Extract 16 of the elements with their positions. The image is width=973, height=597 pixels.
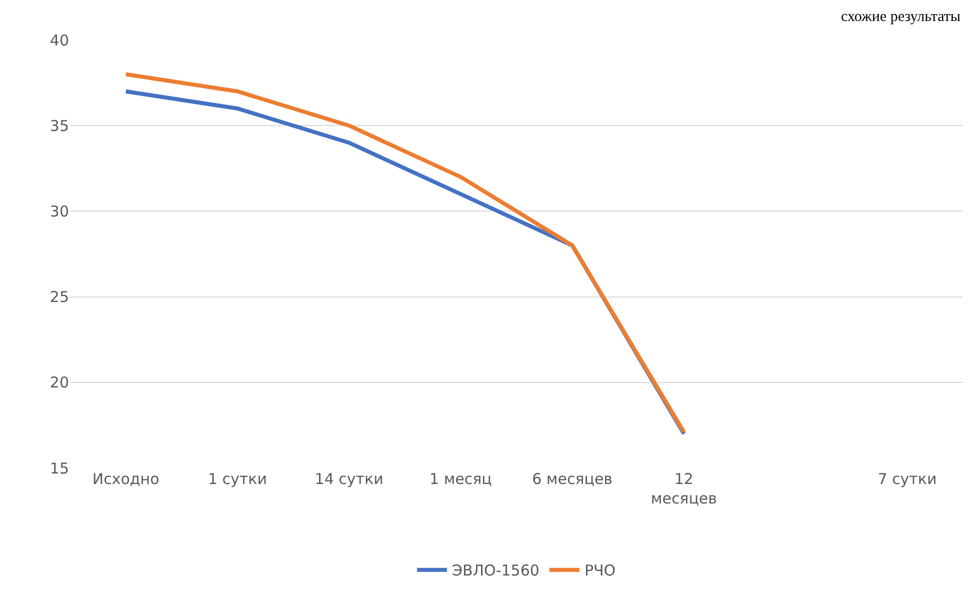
- x-tick-label: 7 сутки: [878, 470, 937, 488]
- y-tick-label: 15: [50, 459, 69, 478]
- x-tick-label: 6 месяцев: [532, 470, 613, 488]
- x-tick-label: 14 сутки: [314, 470, 384, 488]
- x-tick-label: 12 месяцев: [650, 470, 717, 508]
- legend-label: ЭВЛО-1560: [452, 562, 540, 580]
- y-tick-label: 35: [50, 116, 69, 135]
- y-tick-label: 30: [50, 202, 69, 220]
- x-tick-label: 1 месяц: [430, 470, 492, 488]
- y-tick-label: 20: [50, 374, 69, 392]
- x-tick-label: 1 сутки: [208, 470, 267, 488]
- x-tick-label: Исходно: [92, 470, 160, 488]
- y-tick-label: 25: [50, 288, 69, 306]
- text: схожие результаты: [841, 9, 961, 25]
- y-tick-label: 40: [50, 31, 69, 50]
- legend-label: РЧО: [584, 562, 616, 580]
